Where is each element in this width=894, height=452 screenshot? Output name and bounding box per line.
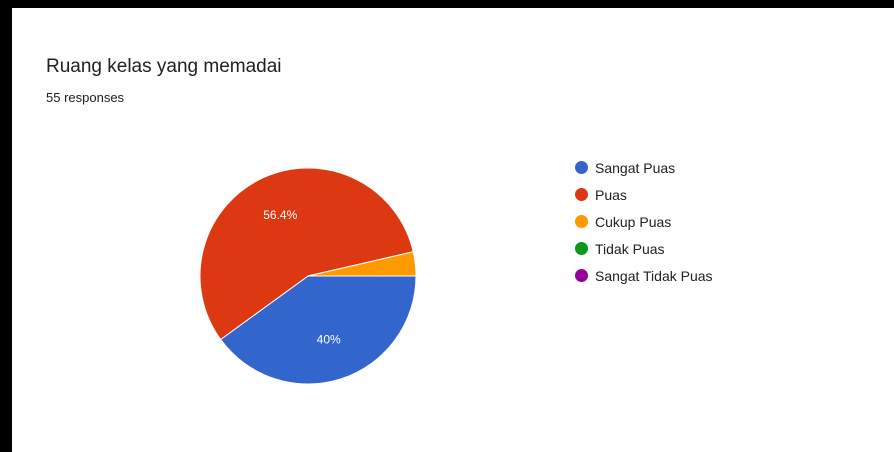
slice-label-sangat-puas: 40% xyxy=(317,333,341,347)
legend-swatch xyxy=(575,161,588,174)
legend-label: Sangat Puas xyxy=(595,159,676,176)
pie-slice-cukup-puas[interactable] xyxy=(307,251,417,277)
legend-item-tidak-puas[interactable]: Tidak Puas xyxy=(575,235,713,262)
legend-item-sangat-puas[interactable]: Sangat Puas xyxy=(575,154,713,181)
legend-swatch xyxy=(575,242,588,255)
responses-count: 55 responses xyxy=(46,90,125,105)
pie-chart: 40% 56.4% xyxy=(199,167,417,385)
legend-label: Sangat Tidak Puas xyxy=(595,267,713,284)
question-title: Ruang kelas yang memadai xyxy=(46,56,282,77)
legend-swatch xyxy=(575,188,588,201)
pie-slice-sangat-puas[interactable] xyxy=(219,275,417,385)
legend-label: Cukup Puas xyxy=(595,213,672,230)
pie-slice-puas[interactable] xyxy=(199,167,414,341)
chart-legend: Sangat Puas Puas Cukup Puas Tidak Puas Sanga… xyxy=(575,154,713,289)
slice-label-puas: 56.4% xyxy=(263,208,297,222)
legend-swatch xyxy=(575,215,588,228)
response-card: Ruang kelas yang memadai 55 responses 40… xyxy=(12,8,894,452)
legend-item-sangat-tidak-puas[interactable]: Sangat Tidak Puas xyxy=(575,262,713,289)
legend-label: Tidak Puas xyxy=(595,240,665,257)
legend-item-puas[interactable]: Puas xyxy=(575,181,713,208)
legend-label: Puas xyxy=(595,186,627,203)
legend-item-cukup-puas[interactable]: Cukup Puas xyxy=(575,208,713,235)
legend-swatch xyxy=(575,269,588,282)
